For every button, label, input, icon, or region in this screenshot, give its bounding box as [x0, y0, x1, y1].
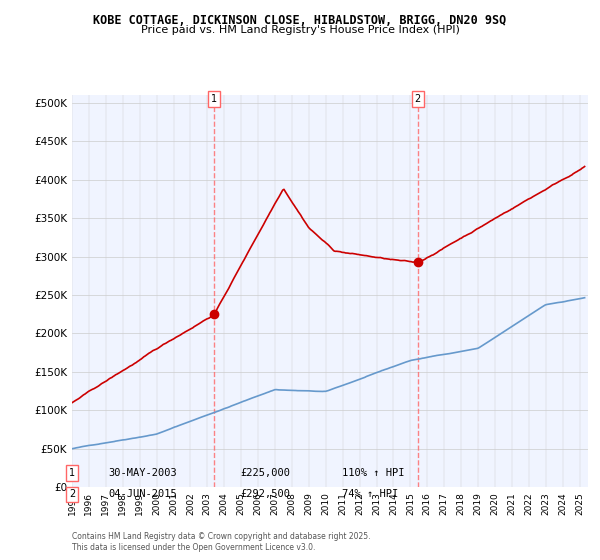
Text: 1: 1 [69, 468, 75, 478]
Text: Price paid vs. HM Land Registry's House Price Index (HPI): Price paid vs. HM Land Registry's House … [140, 25, 460, 35]
Text: 2: 2 [415, 94, 421, 104]
Text: 30-MAY-2003: 30-MAY-2003 [108, 468, 177, 478]
Text: 110% ↑ HPI: 110% ↑ HPI [342, 468, 404, 478]
Text: 04-JUN-2015: 04-JUN-2015 [108, 489, 177, 500]
Text: £225,000: £225,000 [240, 468, 290, 478]
Text: KOBE COTTAGE, DICKINSON CLOSE, HIBALDSTOW, BRIGG, DN20 9SQ: KOBE COTTAGE, DICKINSON CLOSE, HIBALDSTO… [94, 14, 506, 27]
Text: 2: 2 [69, 489, 75, 500]
Text: 74% ↑ HPI: 74% ↑ HPI [342, 489, 398, 500]
Text: Contains HM Land Registry data © Crown copyright and database right 2025.
This d: Contains HM Land Registry data © Crown c… [72, 532, 371, 552]
Text: £292,500: £292,500 [240, 489, 290, 500]
Text: 1: 1 [211, 94, 218, 104]
